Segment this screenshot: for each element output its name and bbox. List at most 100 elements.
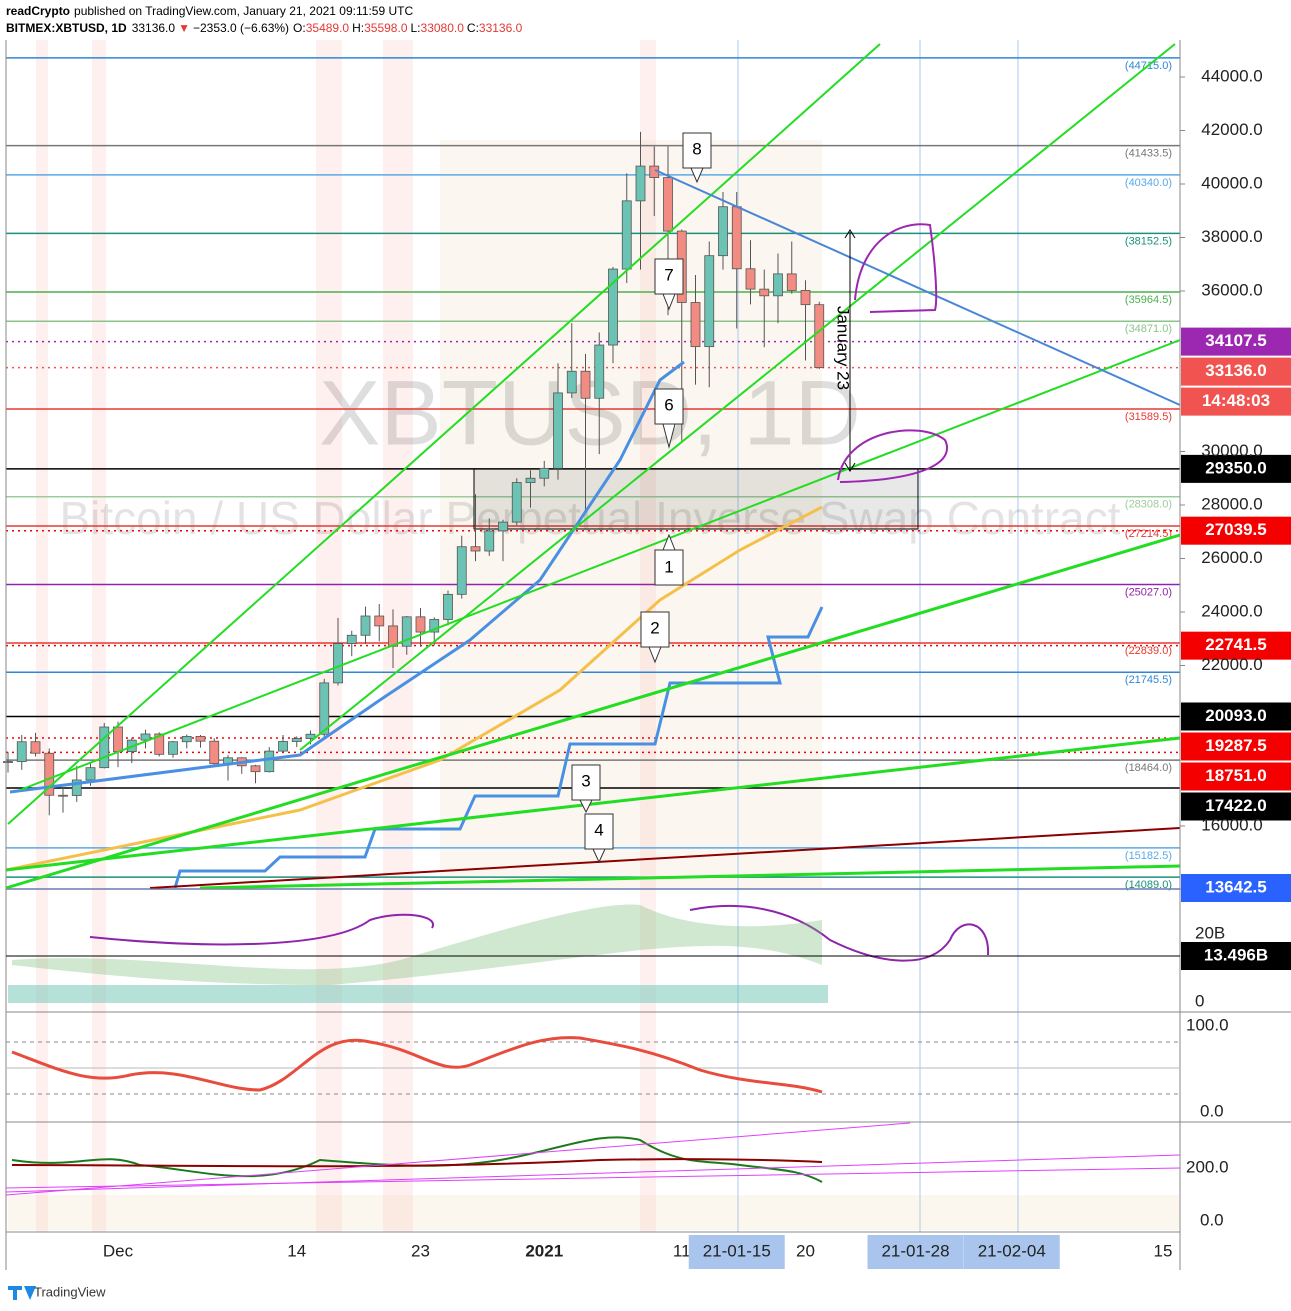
x-tick-label: 21-02-04 [978, 1241, 1046, 1260]
price-badge [1181, 357, 1291, 386]
candle-body [346, 634, 357, 644]
y-tick-label: 44000.0 [1201, 66, 1262, 85]
candle-body [663, 177, 673, 232]
date-highlight [963, 1235, 1060, 1269]
x-tick-label: Dec [103, 1241, 134, 1260]
candle-body [140, 733, 151, 741]
y-tick-label: 26000.0 [1201, 548, 1262, 567]
candle-body [415, 616, 426, 633]
symbol: BITMEX:XBTUSD, 1D [6, 21, 127, 35]
x-tick-label: 2021 [525, 1241, 563, 1260]
candles [3, 131, 825, 816]
candle-body [305, 733, 316, 739]
candle-body [690, 302, 701, 348]
candle-body [773, 273, 783, 297]
x-tick-label: 23 [411, 1241, 430, 1260]
candle-body [30, 741, 41, 754]
candle-body [498, 521, 508, 532]
candle-body [44, 752, 55, 796]
level-label: (31589.5) [1125, 411, 1172, 423]
callout: 8 [682, 132, 712, 184]
price-badge [1181, 762, 1291, 791]
candle-body [264, 750, 275, 773]
callout-label: 8 [692, 139, 701, 158]
y-tick-label: 30000.0 [1201, 441, 1262, 460]
callout-label: 1 [664, 557, 673, 576]
published: published on TradingView.com, January 21… [74, 4, 413, 18]
price-badge [1181, 792, 1291, 821]
candle-body [456, 546, 467, 595]
price-badge-label: 29350.0 [1205, 458, 1266, 477]
candle-body [3, 761, 13, 763]
price-badge-label: 18751.0 [1205, 766, 1266, 785]
y-tick-label: 24000.0 [1201, 601, 1262, 620]
candle-body [621, 200, 632, 270]
callout: 6 [654, 388, 684, 449]
x-tick-label: 15 [1154, 1241, 1173, 1260]
candle-body [443, 593, 453, 620]
zone-box [473, 468, 919, 530]
pane-borders [5, 40, 1291, 1270]
date-highlight [867, 1235, 964, 1269]
price-badge [1181, 732, 1291, 761]
candle-body [168, 741, 178, 755]
candle-body [209, 740, 220, 765]
candle-body [319, 682, 330, 735]
price-badge-label: 17422.0 [1205, 796, 1266, 815]
x-tick-label: 11 [673, 1241, 691, 1260]
watermark-sub: Bitcoin / US Dollar Perpetual Inverse Sw… [59, 492, 1120, 544]
level-label: (15182.5) [1125, 850, 1172, 862]
level-label: (40340.0) [1125, 177, 1172, 189]
price-badge [1181, 631, 1291, 660]
callout-label: 2 [650, 618, 659, 637]
l-key: L: [411, 21, 421, 35]
candle-body [553, 392, 563, 469]
candle-body [113, 726, 123, 753]
level-label: (41433.5) [1125, 148, 1172, 160]
last: 33136.0 [132, 21, 176, 35]
drawings [5, 43, 1181, 962]
annotation: January 23 [834, 306, 853, 390]
levels: (44715.0)(41433.5)(40340.0)(38152.5)(359… [6, 57, 1180, 891]
x-tick-label: 20 [796, 1241, 815, 1260]
callout-label: 6 [664, 395, 673, 414]
footer: TradingView [34, 1284, 106, 1299]
level-label: (25027.0) [1125, 586, 1172, 598]
candle-body [566, 370, 577, 394]
bottom-tick: 0.0 [1200, 1210, 1224, 1229]
candle-body [250, 765, 261, 773]
price-badge [1181, 516, 1291, 545]
level-label: (27214.5) [1125, 528, 1172, 540]
candle-body [759, 288, 770, 297]
x-tick-label: 21-01-15 [703, 1241, 771, 1260]
callout: 1 [654, 533, 684, 586]
candle-body [511, 482, 522, 523]
osc-tick: 100.0 [1186, 1015, 1229, 1034]
candle-body [580, 370, 591, 399]
price-badge [1181, 454, 1291, 483]
price-badge-label: 33136.0 [1205, 361, 1266, 380]
price-badge [1181, 702, 1291, 731]
header-line-1: readCrypto published on TradingView.com, … [6, 4, 413, 18]
callout: 2 [640, 611, 670, 664]
h-value: 35598.0 [364, 21, 408, 35]
candle-body [484, 530, 495, 552]
candle-body [800, 290, 811, 306]
candle-body [360, 615, 371, 636]
y-tick-label: 28000.0 [1201, 494, 1262, 513]
price-badge-label: 22741.5 [1205, 635, 1266, 654]
candle-body [16, 741, 27, 762]
header-line-2: BITMEX:XBTUSD, 1D 33136.0 ▼ −2353.0 (−6.63%… [6, 21, 523, 35]
level-label: (14089.0) [1125, 879, 1172, 891]
price-badge-label: 19287.5 [1205, 736, 1266, 755]
candle-body [814, 304, 825, 369]
y-tick-label: 16000.0 [1201, 815, 1262, 834]
level-label: (18464.0) [1125, 762, 1172, 774]
author: readCrypto [6, 4, 70, 18]
callout: 7 [654, 258, 684, 311]
x-tick-label: 21-01-28 [881, 1241, 949, 1260]
volume-badge-bg [1181, 942, 1291, 970]
price-badge [1181, 874, 1291, 902]
